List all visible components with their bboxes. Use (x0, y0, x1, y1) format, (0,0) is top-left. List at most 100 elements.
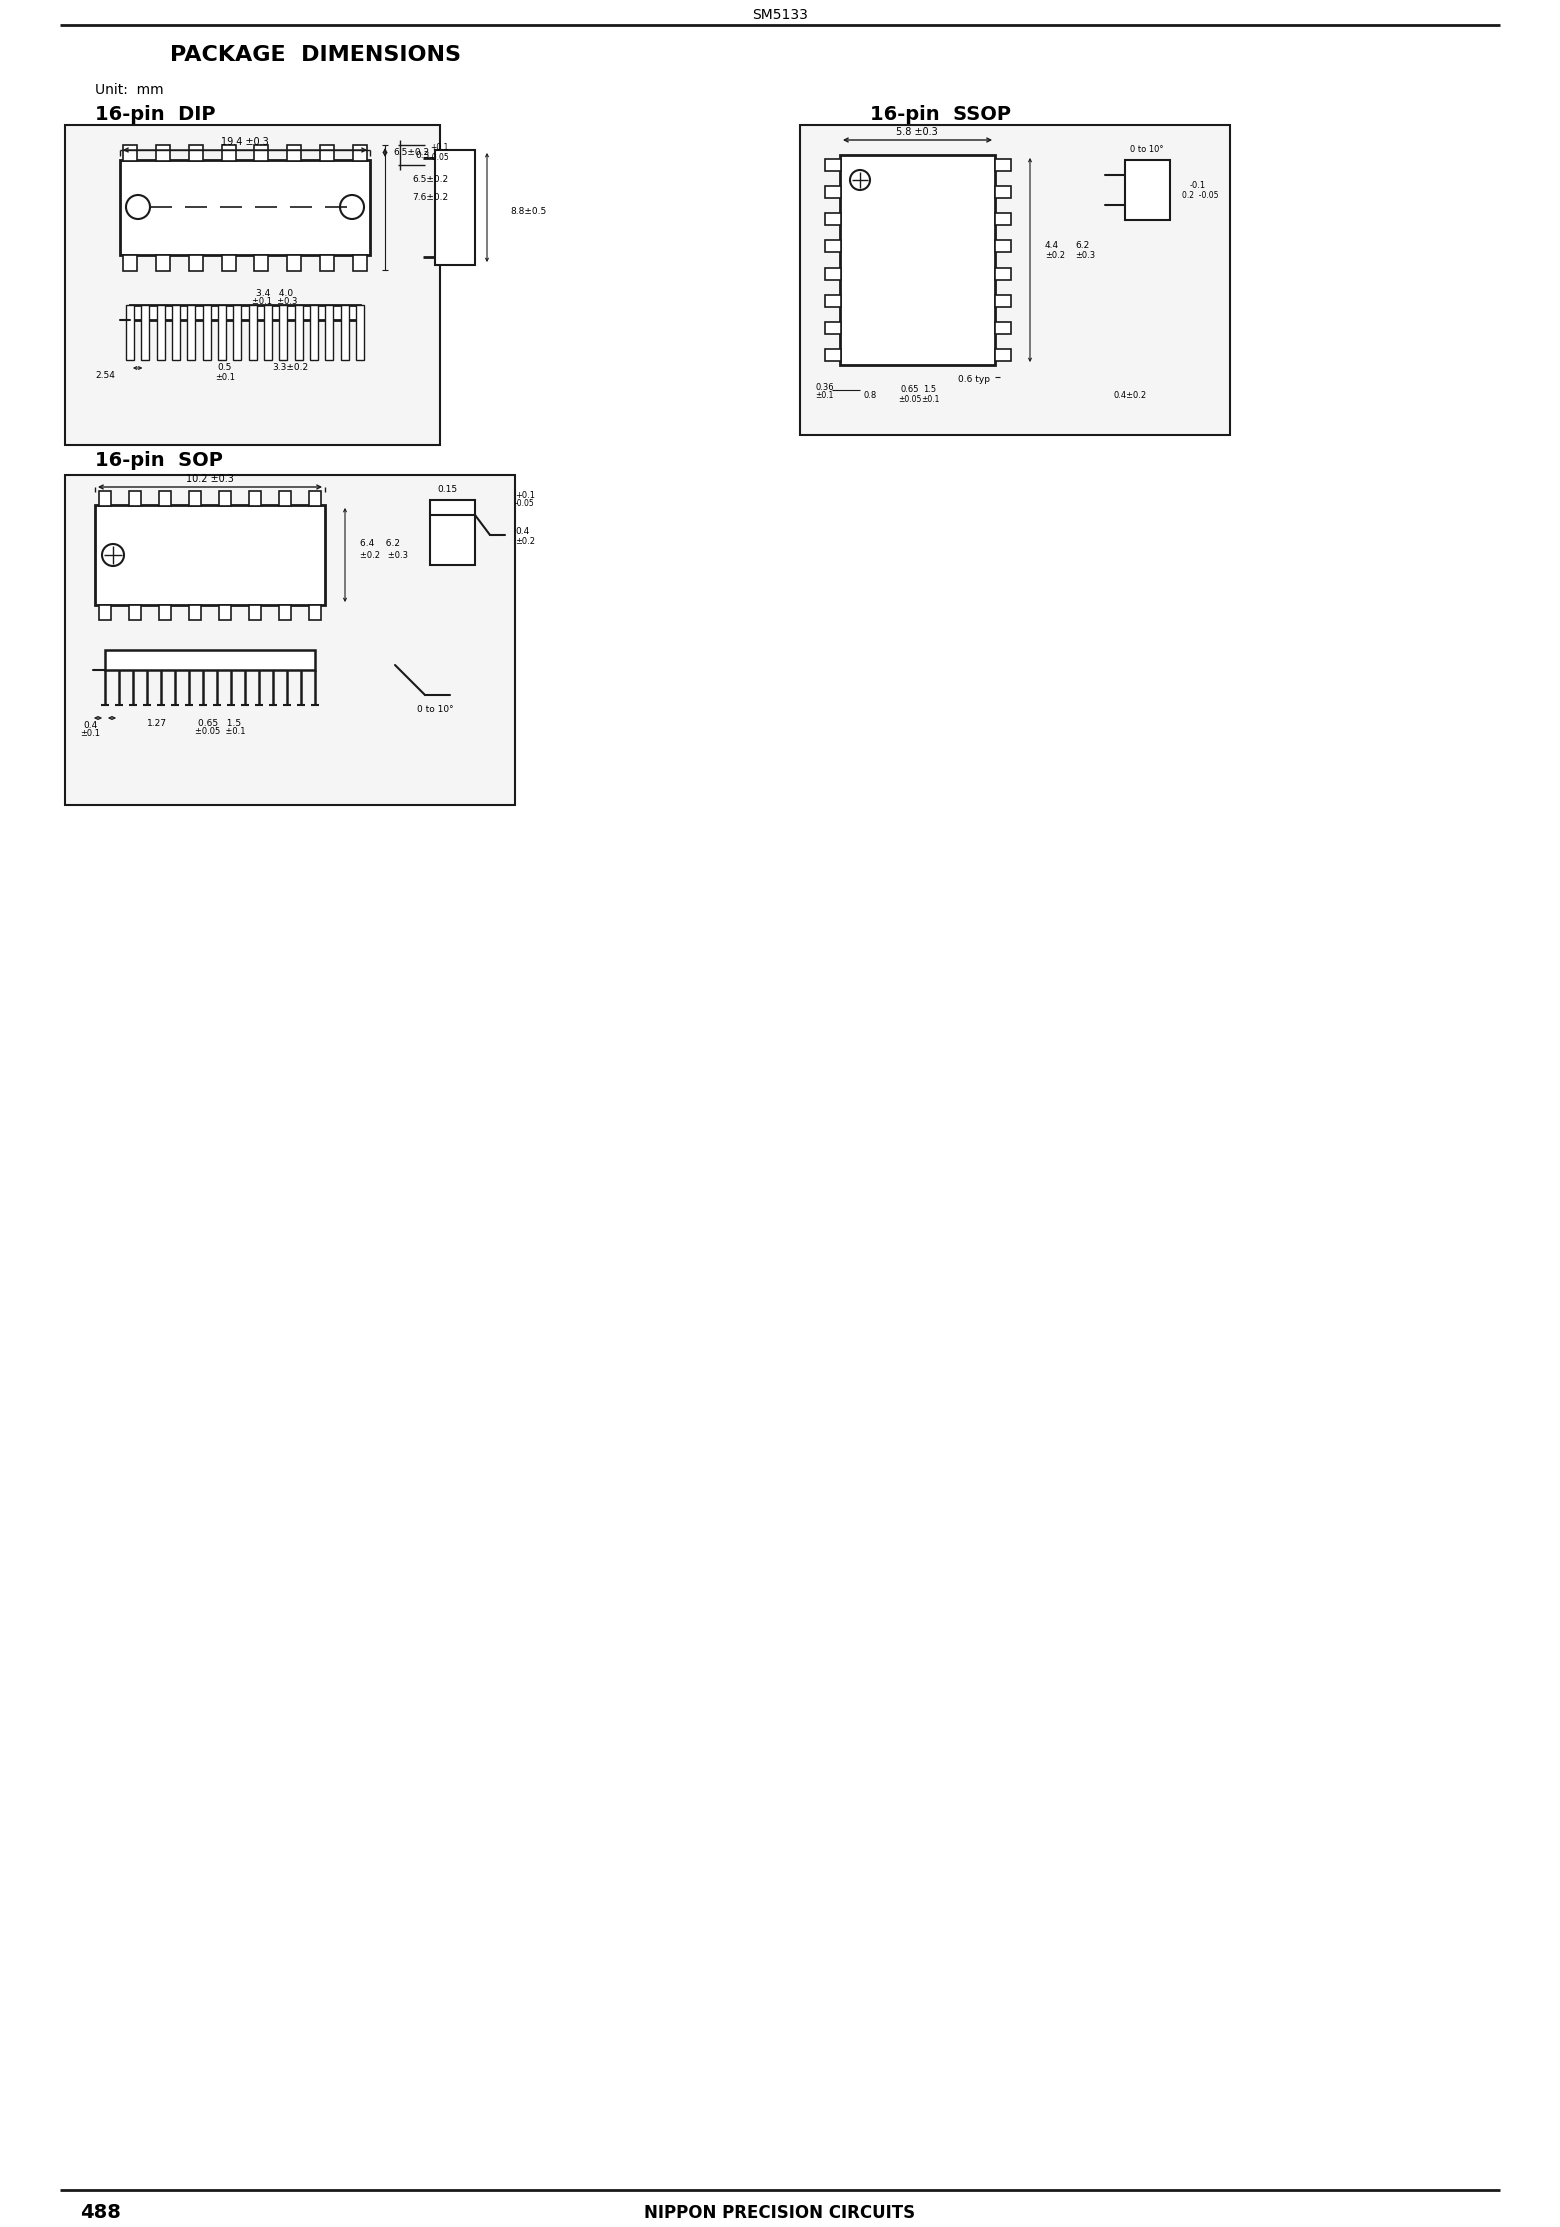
Bar (250, 606, 261, 619)
Text: ±0.05: ±0.05 (899, 394, 922, 403)
Bar (129, 606, 140, 619)
Bar (310, 305, 318, 361)
Bar (825, 158, 841, 171)
Bar (340, 305, 349, 361)
Text: 19.4 ±0.3: 19.4 ±0.3 (222, 138, 268, 147)
Text: 10.2 ±0.3: 10.2 ±0.3 (186, 474, 234, 483)
Text: PACKAGE  DIMENSIONS: PACKAGE DIMENSIONS (170, 45, 462, 65)
Text: 0 to 10°: 0 to 10° (1131, 145, 1164, 154)
Text: 4.4: 4.4 (1045, 241, 1059, 249)
Bar (129, 305, 360, 321)
Bar (66, 474, 515, 804)
Bar (320, 145, 334, 160)
Text: ±0.2: ±0.2 (1045, 249, 1065, 261)
Bar (203, 305, 211, 361)
Bar (356, 305, 363, 361)
Bar (435, 149, 474, 265)
Text: SM5133: SM5133 (752, 9, 808, 22)
Text: 1.27: 1.27 (147, 719, 167, 728)
Text: 0.8: 0.8 (863, 390, 877, 399)
Text: 0.4: 0.4 (83, 722, 97, 730)
Bar (1125, 160, 1170, 220)
Bar (98, 606, 111, 619)
Text: ±0.1: ±0.1 (814, 392, 833, 401)
Bar (353, 145, 367, 160)
Text: 0 to 10°: 0 to 10° (417, 706, 454, 715)
Bar (123, 145, 137, 160)
Bar (187, 305, 195, 361)
Text: 0.6 typ: 0.6 typ (958, 376, 991, 385)
Bar (254, 256, 268, 272)
Bar (250, 490, 261, 506)
Bar (159, 490, 172, 506)
Text: 3.4   4.0: 3.4 4.0 (256, 290, 293, 298)
Bar (98, 490, 111, 506)
Bar (287, 256, 301, 272)
Bar (309, 490, 321, 506)
Bar (995, 323, 1011, 334)
Text: 7.6±0.2: 7.6±0.2 (412, 194, 448, 203)
Text: ±0.3: ±0.3 (1075, 249, 1095, 261)
Text: 5.8 ±0.3: 5.8 ±0.3 (895, 127, 938, 138)
Bar (156, 256, 170, 272)
Text: 16-pin  DIP: 16-pin DIP (95, 105, 215, 125)
Bar (248, 305, 257, 361)
Bar (279, 606, 292, 619)
Bar (189, 145, 203, 160)
Text: 0.65: 0.65 (900, 385, 919, 394)
Bar (189, 490, 201, 506)
Text: 0.4±0.2: 0.4±0.2 (1114, 390, 1147, 399)
Bar (825, 294, 841, 307)
Text: 16-pin  SOP: 16-pin SOP (95, 450, 223, 470)
Bar (995, 214, 1011, 225)
Text: 0.65   1.5: 0.65 1.5 (198, 719, 242, 728)
Text: 6.2: 6.2 (1075, 241, 1089, 249)
Bar (105, 650, 315, 670)
Bar (218, 606, 231, 619)
Text: 2.54: 2.54 (95, 370, 115, 379)
Bar (295, 305, 303, 361)
Text: 0.5: 0.5 (218, 363, 232, 372)
Bar (234, 305, 242, 361)
Bar (156, 305, 165, 361)
Bar (156, 145, 170, 160)
Text: Unit:  mm: Unit: mm (95, 82, 164, 98)
Bar (320, 256, 334, 272)
Bar (431, 501, 474, 566)
Text: ±0.05  ±0.1: ±0.05 ±0.1 (195, 728, 245, 737)
Bar (218, 305, 226, 361)
Bar (123, 256, 137, 272)
Text: -0.1: -0.1 (1190, 180, 1206, 189)
Bar (254, 145, 268, 160)
Bar (172, 305, 179, 361)
Text: ±0.2   ±0.3: ±0.2 ±0.3 (360, 550, 409, 559)
Text: 6.4    6.2: 6.4 6.2 (360, 539, 399, 548)
Bar (222, 145, 236, 160)
Text: 0.4: 0.4 (515, 528, 529, 537)
Bar (825, 350, 841, 361)
Bar (825, 214, 841, 225)
Bar (264, 305, 271, 361)
Bar (825, 241, 841, 252)
Text: 0.3: 0.3 (415, 151, 429, 160)
Bar (995, 158, 1011, 171)
Text: 0.15: 0.15 (437, 485, 457, 494)
Bar (326, 305, 334, 361)
Bar (159, 606, 172, 619)
Text: +0.1: +0.1 (431, 143, 448, 151)
Bar (353, 256, 367, 272)
Text: ±0.1  ±0.3: ±0.1 ±0.3 (253, 298, 298, 307)
Bar (95, 506, 324, 606)
Bar (800, 125, 1229, 434)
Text: +0.1: +0.1 (515, 490, 535, 499)
Bar (825, 267, 841, 281)
Text: 1.5: 1.5 (924, 385, 936, 394)
Bar (995, 241, 1011, 252)
Bar (279, 490, 292, 506)
Text: ±0.2: ±0.2 (515, 537, 535, 546)
Bar (189, 606, 201, 619)
Bar (825, 323, 841, 334)
Bar (279, 305, 287, 361)
Bar (287, 145, 301, 160)
Bar (995, 350, 1011, 361)
